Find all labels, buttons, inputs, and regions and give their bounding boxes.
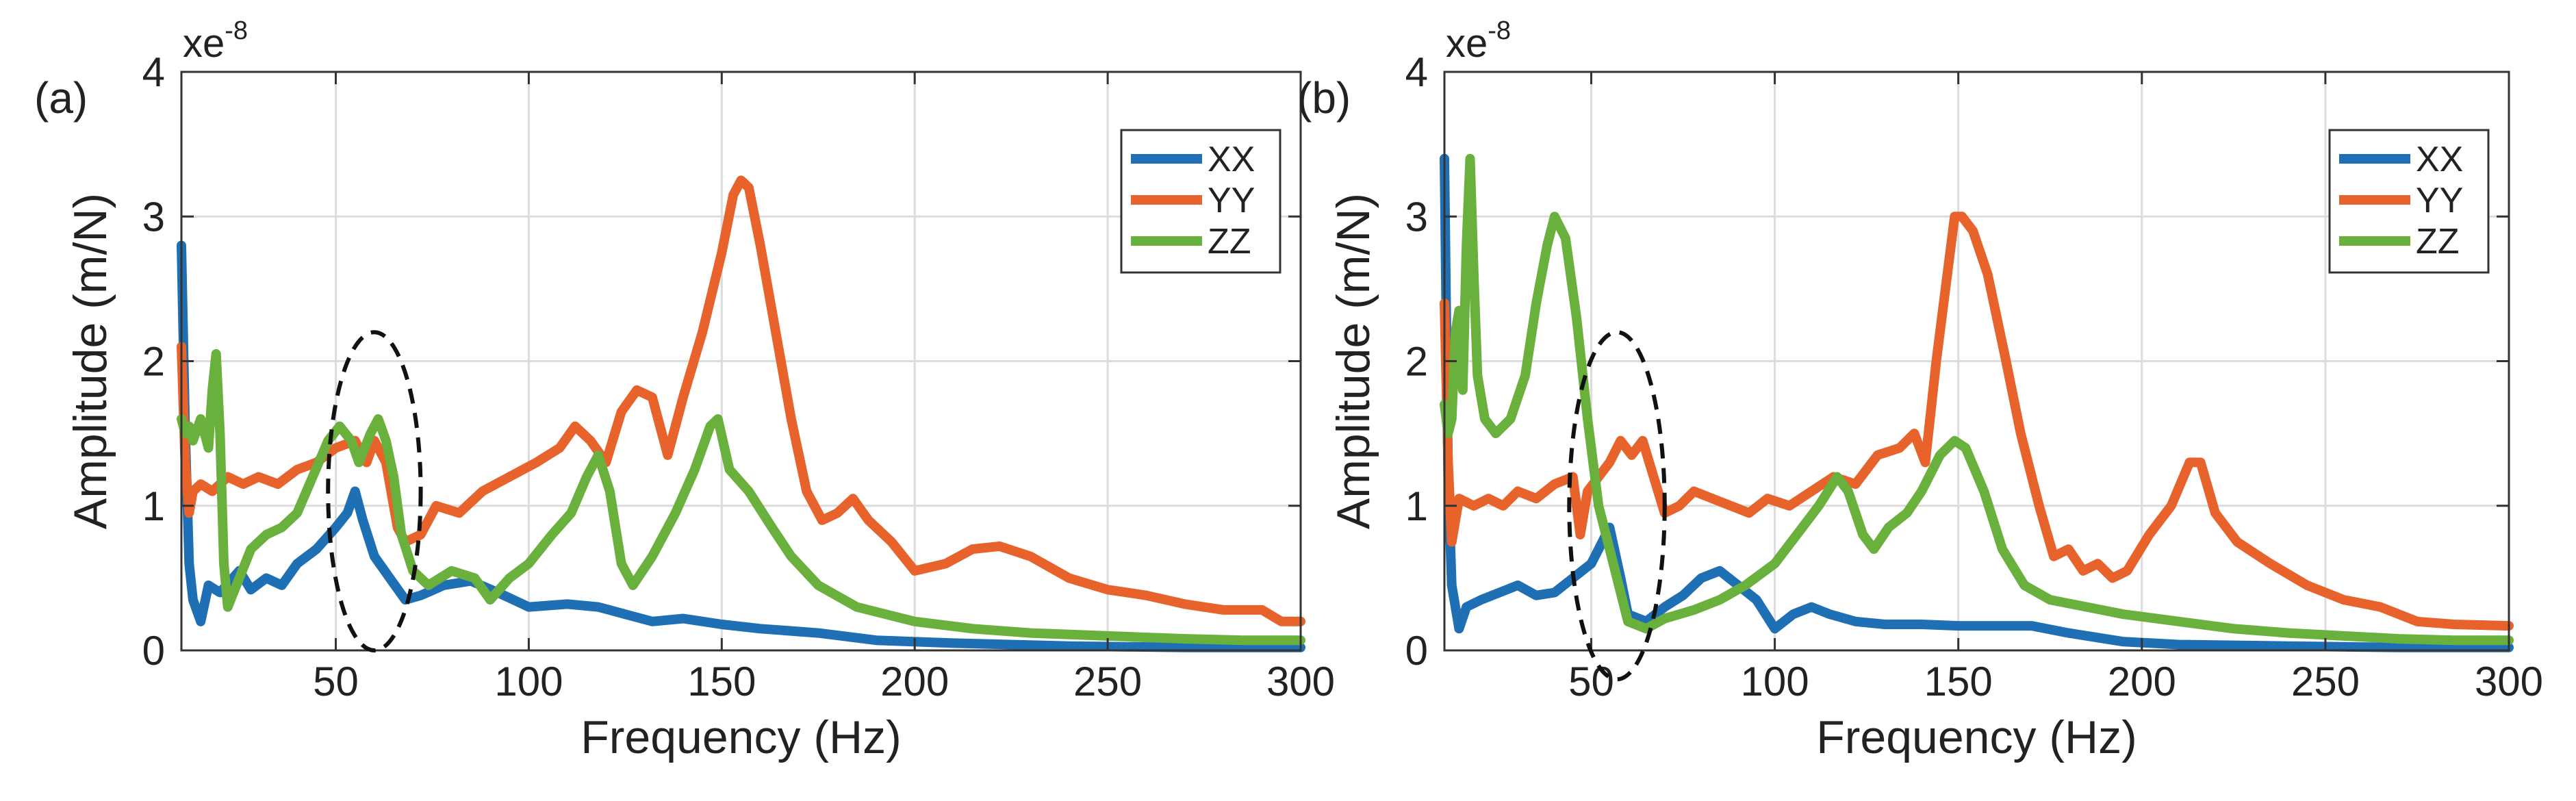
x-tick-label: 100 (494, 659, 563, 704)
panel-b: 50 100 150 200 250 300 0 1 2 3 4 xe-8 (b) Frequency (… (1297, 16, 2543, 763)
legend-entry-xx: XX (2416, 140, 2463, 179)
y-tick-label: 0 (142, 628, 165, 674)
x-tick-label: 50 (1568, 659, 1614, 704)
legend-entry-xx: XX (1208, 140, 1255, 179)
x-tick-label: 250 (2291, 659, 2360, 704)
y-tick-label: 2 (142, 339, 165, 385)
legend-entry-yy: YY (1208, 181, 1255, 220)
x-tick-label: 200 (880, 659, 949, 704)
series-line-zz (177, 348, 1305, 646)
x-tick-label: 250 (1073, 659, 1142, 704)
x-tick-label: 100 (1741, 659, 1809, 704)
panel-label: (b) (1297, 73, 1351, 123)
dashed-ellipse-annotation (1567, 330, 1667, 682)
exponent-base: xe (183, 21, 225, 66)
y-tick-label: 2 (1405, 339, 1428, 385)
y-exponent-label: xe-8 (1446, 16, 1511, 66)
y-tick-label: 3 (142, 194, 165, 240)
series-line-yy (177, 175, 1305, 626)
x-tick-label: 200 (2108, 659, 2176, 704)
panel-label: (a) (34, 73, 88, 123)
exponent-power: -8 (1488, 16, 1511, 45)
x-axis-label: Frequency (Hz) (1816, 711, 2137, 763)
series-line-yy (1440, 212, 2514, 631)
y-axis-label: Amplitude (m/N) (1327, 193, 1379, 529)
panel-a: 50 100 150 200 250 300 0 1 2 3 4 xe-8 (a) Frequency (… (34, 16, 1335, 763)
x-tick-label: 300 (1266, 659, 1335, 704)
exponent-base: xe (1446, 21, 1488, 66)
y-axis-label: Amplitude (m/N) (64, 193, 116, 529)
y-tick-label: 0 (1405, 628, 1428, 674)
x-tick-label: 150 (687, 659, 756, 704)
dashed-ellipse-annotation (326, 330, 423, 652)
exponent-power: -8 (225, 16, 248, 45)
series-line-xx (1440, 153, 2514, 652)
y-tick-label: 1 (1405, 483, 1428, 529)
y-tick-label: 3 (1405, 194, 1428, 240)
legend-entry-zz: ZZ (2416, 222, 2460, 262)
x-axis-label: Frequency (Hz) (581, 711, 902, 763)
x-tick-label: 50 (313, 659, 359, 704)
y-tick-label: 4 (1405, 49, 1428, 95)
y-exponent-label: xe-8 (183, 16, 248, 66)
legend-entry-zz: ZZ (1208, 222, 1251, 262)
series-line-zz (1440, 153, 2514, 646)
x-tick-label: 300 (2475, 659, 2543, 704)
legend-entry-yy: YY (2416, 181, 2463, 220)
y-tick-label: 4 (142, 49, 165, 95)
x-tick-label: 150 (1924, 659, 1993, 704)
y-tick-label: 1 (142, 483, 165, 529)
